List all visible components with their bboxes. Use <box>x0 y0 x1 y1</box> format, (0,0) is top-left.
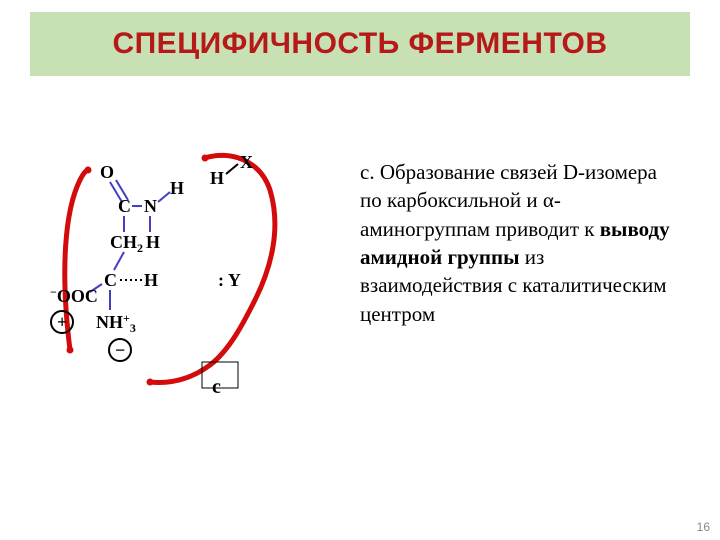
chemical-diagram: O C N H H X CH2 H C H : Y <box>50 150 310 410</box>
atom-OOC: −OOC <box>50 285 98 306</box>
atom-H2: H <box>146 232 160 252</box>
atom-O: O <box>100 162 114 182</box>
body-text: c. Образование связей D-изомера по карбо… <box>360 158 680 328</box>
atom-N: N <box>144 196 157 216</box>
atom-X: X <box>240 152 253 172</box>
atom-H4: H <box>210 168 224 188</box>
atom-NH3: NH+3 <box>96 311 136 335</box>
atom-CH2: CH2 <box>110 232 143 255</box>
text-part-1: c. Образование связей D-изомера по карбо… <box>360 160 657 212</box>
circled-plus: + <box>57 312 67 332</box>
atom-H1: H <box>170 178 184 198</box>
page-number: 16 <box>697 520 710 534</box>
text-alpha: α <box>543 188 554 212</box>
slide-title: СПЕЦИФИЧНОСТЬ ФЕРМЕНТОВ <box>112 27 607 61</box>
atom-C2: C <box>104 270 117 290</box>
atom-Y: : Y <box>218 270 241 290</box>
atom-H3: H <box>144 270 158 290</box>
diagram-label-c: с <box>212 376 221 399</box>
title-band: СПЕЦИФИЧНОСТЬ ФЕРМЕНТОВ <box>30 12 690 76</box>
circled-minus: − <box>115 340 125 360</box>
atom-C1: C <box>118 196 131 216</box>
